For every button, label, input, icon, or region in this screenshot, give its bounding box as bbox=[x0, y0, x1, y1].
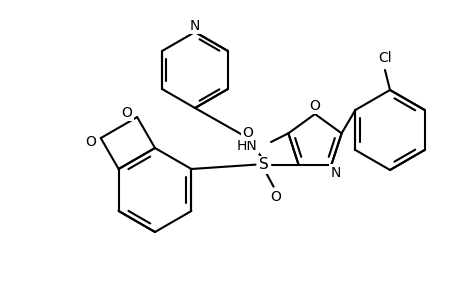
Text: HN: HN bbox=[236, 139, 257, 153]
Text: O: O bbox=[309, 99, 320, 113]
Text: O: O bbox=[269, 190, 280, 204]
Text: S: S bbox=[258, 157, 268, 172]
Text: N: N bbox=[330, 166, 340, 180]
Text: Cl: Cl bbox=[377, 51, 391, 65]
Text: O: O bbox=[85, 135, 96, 149]
Text: N: N bbox=[190, 19, 200, 33]
Text: O: O bbox=[122, 106, 132, 120]
Text: O: O bbox=[241, 126, 252, 140]
